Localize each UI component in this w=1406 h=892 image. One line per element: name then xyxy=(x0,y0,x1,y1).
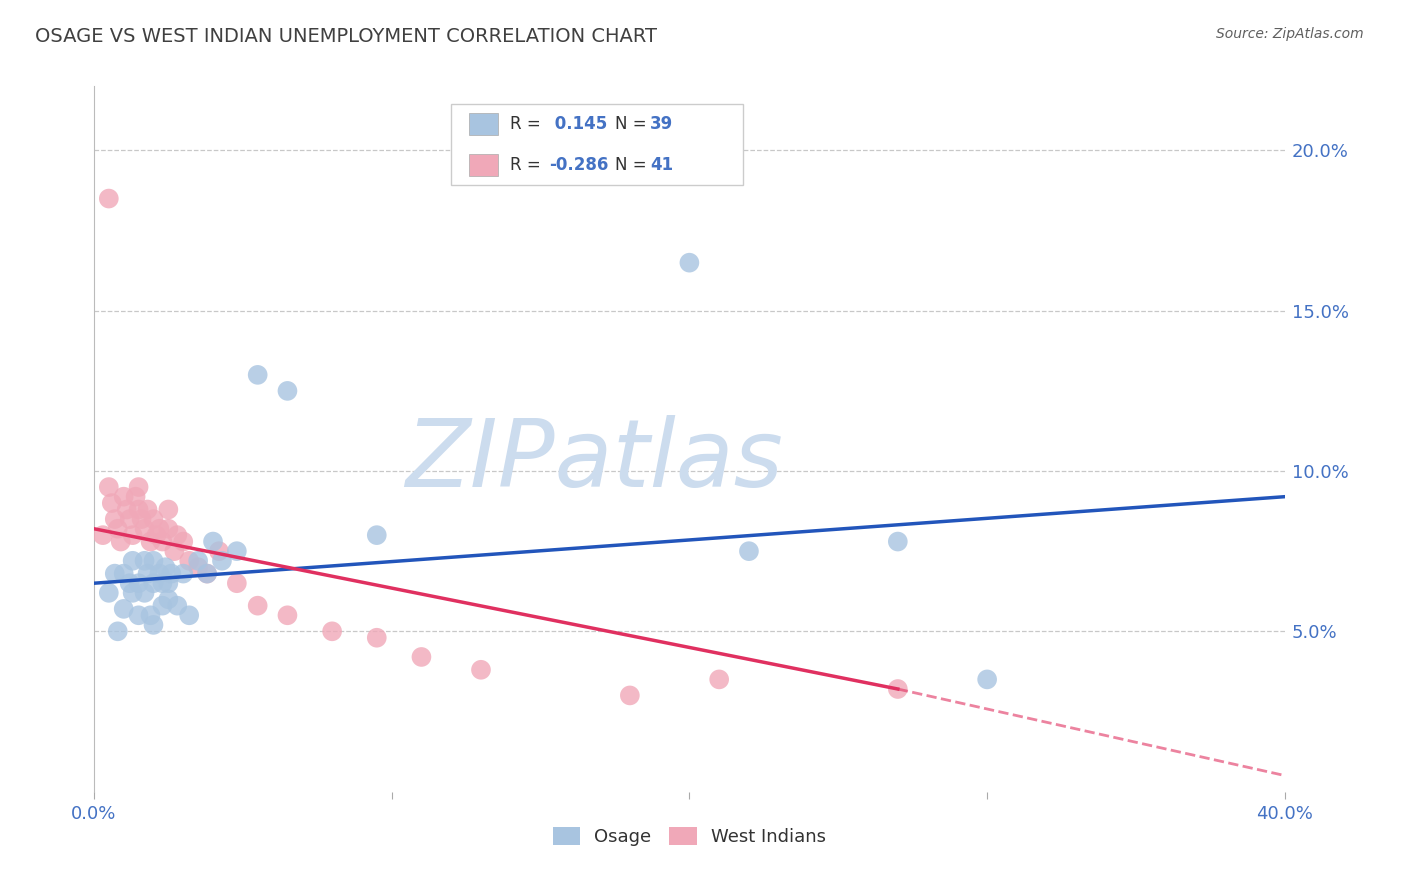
Point xyxy=(709,673,731,687)
Point xyxy=(163,544,186,558)
Text: N =: N = xyxy=(614,115,652,133)
Text: 39: 39 xyxy=(650,115,673,133)
Point xyxy=(128,576,150,591)
Point xyxy=(97,192,120,206)
Point xyxy=(104,512,127,526)
Point xyxy=(172,566,194,581)
Point xyxy=(134,522,156,536)
Point xyxy=(195,566,218,581)
Point xyxy=(107,522,129,536)
Point xyxy=(145,528,167,542)
Text: 41: 41 xyxy=(650,156,673,174)
Point xyxy=(118,512,141,526)
Point xyxy=(112,566,135,581)
Point xyxy=(110,534,132,549)
Point xyxy=(136,566,159,581)
Point xyxy=(101,496,124,510)
Point xyxy=(139,608,162,623)
Point xyxy=(187,560,209,574)
Point xyxy=(225,576,247,591)
Point xyxy=(225,544,247,558)
Point xyxy=(738,544,761,558)
Point xyxy=(321,624,343,639)
Text: ZIPatlas: ZIPatlas xyxy=(405,415,783,506)
Point xyxy=(142,554,165,568)
Point xyxy=(112,490,135,504)
Point xyxy=(142,576,165,591)
Point xyxy=(887,534,910,549)
Point xyxy=(366,528,388,542)
Point xyxy=(211,554,233,568)
Text: R =: R = xyxy=(509,115,546,133)
Point xyxy=(157,502,180,516)
Point xyxy=(128,608,150,623)
Point xyxy=(97,586,120,600)
Point xyxy=(678,255,700,269)
Point xyxy=(128,480,150,494)
Point xyxy=(195,566,218,581)
Point xyxy=(115,502,138,516)
Point xyxy=(202,534,225,549)
Point xyxy=(131,512,153,526)
Point xyxy=(121,528,143,542)
Point xyxy=(148,522,170,536)
Point xyxy=(246,599,269,613)
Point xyxy=(139,534,162,549)
Point xyxy=(246,368,269,382)
Text: R =: R = xyxy=(509,156,546,174)
Point xyxy=(104,566,127,581)
Point xyxy=(179,554,201,568)
Text: N =: N = xyxy=(614,156,652,174)
Point xyxy=(107,624,129,639)
Point xyxy=(172,534,194,549)
Point xyxy=(136,502,159,516)
Text: OSAGE VS WEST INDIAN UNEMPLOYMENT CORRELATION CHART: OSAGE VS WEST INDIAN UNEMPLOYMENT CORREL… xyxy=(35,27,657,45)
Point xyxy=(166,599,188,613)
Point xyxy=(187,554,209,568)
Point xyxy=(148,566,170,581)
Point xyxy=(976,673,998,687)
Point xyxy=(112,602,135,616)
Point xyxy=(142,618,165,632)
Point xyxy=(470,663,492,677)
Point xyxy=(157,576,180,591)
Point xyxy=(134,554,156,568)
Point xyxy=(160,566,183,581)
Point xyxy=(155,560,177,574)
Point xyxy=(276,384,298,398)
Point xyxy=(128,502,150,516)
Point xyxy=(157,522,180,536)
Point xyxy=(411,649,433,664)
Point xyxy=(366,631,388,645)
Point xyxy=(276,608,298,623)
Point xyxy=(152,599,174,613)
Point xyxy=(142,512,165,526)
Point xyxy=(118,576,141,591)
Point xyxy=(166,528,188,542)
Point xyxy=(179,608,201,623)
Text: -0.286: -0.286 xyxy=(548,156,609,174)
Legend: Osage, West Indians: Osage, West Indians xyxy=(546,819,834,853)
Text: 0.145: 0.145 xyxy=(548,115,607,133)
Point xyxy=(208,544,231,558)
Point xyxy=(887,681,910,696)
Point xyxy=(124,490,146,504)
Point xyxy=(157,592,180,607)
Point xyxy=(121,554,143,568)
Point xyxy=(91,528,114,542)
Point xyxy=(134,586,156,600)
Point xyxy=(97,480,120,494)
Text: Source: ZipAtlas.com: Source: ZipAtlas.com xyxy=(1216,27,1364,41)
Point xyxy=(121,586,143,600)
Point xyxy=(152,534,174,549)
Point xyxy=(152,576,174,591)
Point xyxy=(619,689,641,703)
